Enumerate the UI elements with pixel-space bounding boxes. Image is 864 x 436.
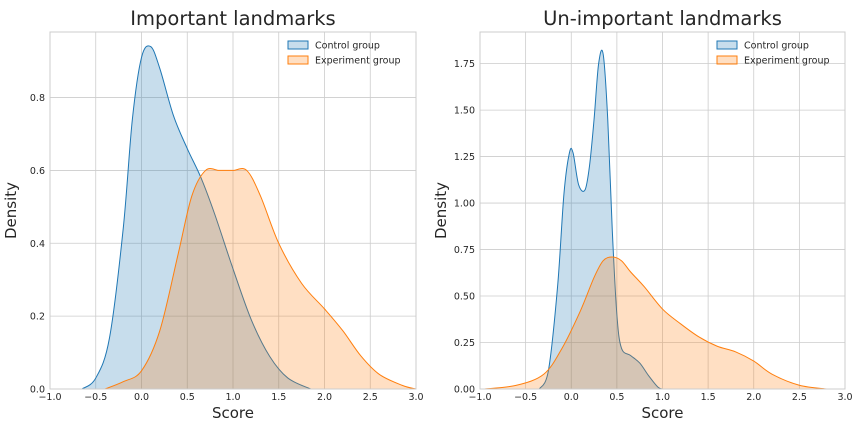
series-line-2 <box>484 256 827 390</box>
y-tick-label: 0.50 <box>454 292 475 303</box>
x-tick-label: 2.0 <box>746 392 761 403</box>
series-line-1 <box>538 49 663 390</box>
chart-title: Un-important landmarks <box>543 7 782 30</box>
legend-swatch <box>716 55 738 65</box>
x-axis-title: Score <box>212 404 254 422</box>
chart-panel-1: −1.0 −0.5 0.0 0.5 1.0 1.5 2.0 2.5 3.0 0.0 0.2 0.4 0.… <box>2 7 424 422</box>
y-tick-label: 0.25 <box>454 338 475 349</box>
y-tick-label: 0.6 <box>30 166 45 177</box>
series-area-1 <box>82 45 311 389</box>
x-tick-label: 0.5 <box>180 392 195 403</box>
x-tick-label: 2.5 <box>792 392 807 403</box>
y-tick-label: 0.8 <box>30 93 45 104</box>
y-tick-label: 1.00 <box>454 199 475 210</box>
y-tick-label: 1.25 <box>454 152 475 163</box>
chart-panel-2: −1.0 −0.5 0.0 0.5 1.0 1.5 2.0 2.5 3.0 0.00 0.25 0.5… <box>432 7 853 422</box>
x-tick-label: 2.0 <box>317 392 332 403</box>
chart-title: Important landmarks <box>130 7 335 30</box>
legend-swatch <box>287 40 309 50</box>
legend-label: Control group <box>744 41 809 52</box>
x-axis-title: Score <box>641 404 683 422</box>
plot-frame <box>479 31 846 390</box>
y-tick-label: 0.00 <box>454 385 475 396</box>
x-tick-label: 1.5 <box>271 392 286 403</box>
y-axis-title: Density <box>432 182 450 239</box>
legend-label: Experiment group <box>315 56 401 67</box>
x-tick-label: 0.0 <box>134 392 149 403</box>
x-tick-label: 1.0 <box>655 392 670 403</box>
y-tick-label: 1.50 <box>454 106 475 117</box>
series-area-1 <box>539 50 663 390</box>
y-tick-label: 0.2 <box>30 312 45 323</box>
y-tick-label: 0.4 <box>30 239 45 250</box>
y-tick-label: 1.75 <box>454 59 475 70</box>
series-area-2 <box>104 168 417 389</box>
legend-label: Experiment group <box>744 56 830 67</box>
legend: Control group Experiment group <box>716 40 830 67</box>
x-tick-label: −1.0 <box>468 392 491 403</box>
x-tick-label: 0.5 <box>609 392 624 403</box>
y-axis-title: Density <box>2 182 20 239</box>
series-line-2 <box>104 168 417 390</box>
legend: Control group Experiment group <box>287 40 401 67</box>
x-tick-label: 3.0 <box>837 392 852 403</box>
y-tick-label: 0.75 <box>454 245 475 256</box>
legend-swatch <box>716 40 738 50</box>
x-tick-label: −0.5 <box>84 392 107 403</box>
x-tick-label: 3.0 <box>408 392 423 403</box>
x-tick-label: 1.5 <box>701 392 716 403</box>
x-tick-label: 1.0 <box>225 392 240 403</box>
x-tick-label: 2.5 <box>363 392 378 403</box>
plot-frame <box>49 31 417 390</box>
legend-swatch <box>287 55 309 65</box>
series-area-2 <box>484 256 827 389</box>
y-tick-label: 0.0 <box>30 385 45 396</box>
legend-label: Control group <box>315 41 380 52</box>
x-tick-label: 0.0 <box>564 392 579 403</box>
series-line-1 <box>81 45 311 390</box>
x-tick-label: −0.5 <box>514 392 537 403</box>
x-tick-label: −1.0 <box>38 392 61 403</box>
